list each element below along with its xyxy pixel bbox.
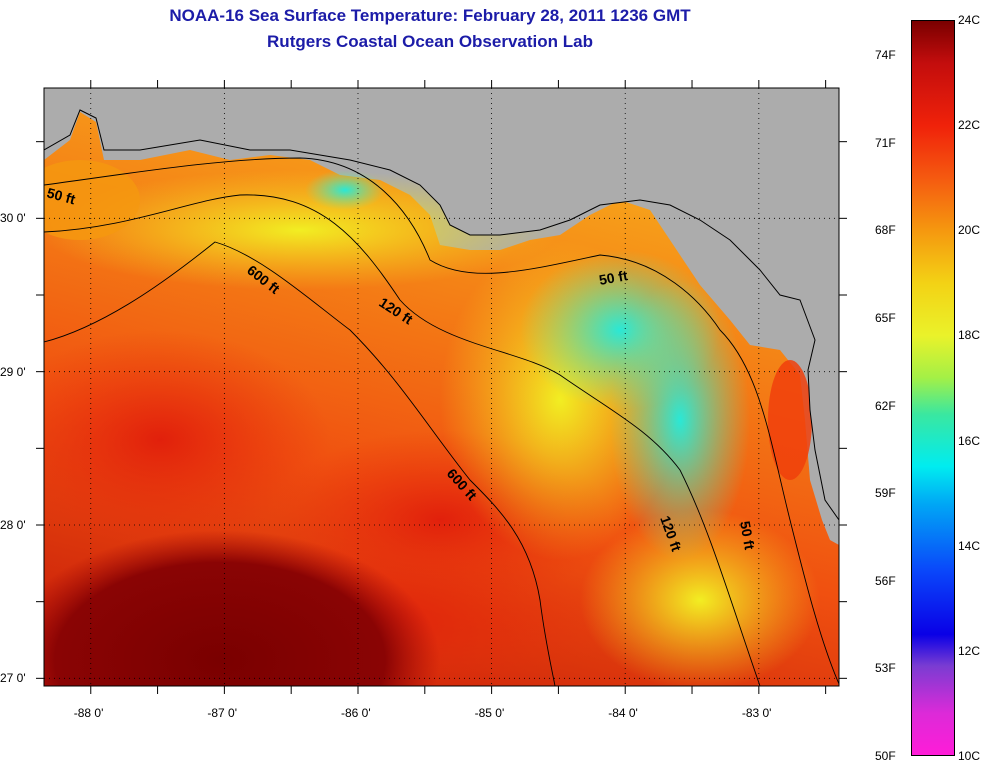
fahrenheit-tick-label: 71F — [875, 135, 896, 150]
contour-50ft — [44, 157, 839, 685]
celsius-tick-label: 12C — [958, 643, 981, 658]
celsius-tick-label: 22C — [958, 118, 981, 133]
red-band-west — [44, 330, 330, 550]
y-tick-label: 28 0' — [0, 518, 26, 532]
celsius-tick-label: 20C — [958, 223, 981, 238]
map-border — [43, 87, 840, 687]
fahrenheit-tick-label: 68F — [875, 223, 896, 238]
y-tick-label: 27 0' — [0, 671, 26, 686]
fahrenheit-tick-label: 59F — [875, 486, 896, 501]
x-tick-label: -84 0' — [608, 706, 638, 720]
contour-label-50ft-mid: 50 ft — [598, 267, 629, 288]
fahrenheit-tick-label: 62F — [875, 398, 896, 413]
celsius-tick-label: 14C — [958, 538, 981, 553]
land-florida — [808, 330, 839, 520]
x-tick-label: -87 0' — [207, 706, 238, 720]
sst-field — [44, 88, 839, 686]
warm-core — [44, 530, 440, 686]
y-tick-label: 29 0' — [0, 364, 26, 379]
contour-label-50ft-east: 50 ft — [737, 520, 758, 551]
celsius-tick-label: 16C — [958, 433, 981, 448]
axis-ticks — [36, 80, 847, 694]
cool-water-north — [305, 170, 385, 210]
fahrenheit-tick-label: 53F — [875, 661, 896, 676]
fahrenheit-tick-label: 50F — [875, 749, 896, 763]
fahrenheit-tick-label: 56F — [875, 573, 896, 588]
yellow-shelf-north — [44, 170, 560, 290]
contour-600ft — [44, 241, 556, 686]
celsius-tick-label: 24C — [958, 13, 981, 27]
chart-subtitle: Rutgers Coastal Ocean Observation Lab — [267, 32, 593, 51]
y-tick-label: 30 0' — [0, 211, 26, 226]
fahrenheit-tick-label: 65F — [875, 310, 896, 325]
x-tick-label: -85 0' — [474, 706, 505, 720]
celsius-tick-label: 18C — [958, 328, 981, 343]
chart-title: NOAA-16 Sea Surface Temperature: Februar… — [169, 6, 691, 25]
contour-120ft — [44, 194, 761, 686]
warm-coastal-strip — [768, 360, 812, 480]
color-scale-bar — [911, 20, 955, 756]
contour-label-50ft-west: 50 ft — [45, 184, 77, 207]
coastline — [44, 109, 839, 521]
x-tick-label: -86 0' — [340, 706, 371, 720]
fahrenheit-tick-label: 74F — [875, 48, 896, 63]
x-tick-label: -83 0' — [741, 706, 772, 720]
warm-patch-nw — [44, 160, 140, 240]
yellow-shelf-south — [580, 510, 820, 686]
celsius-tick-label: 10C — [958, 749, 981, 763]
x-tick-label: -88 0' — [73, 706, 104, 720]
cool-water-coast — [610, 280, 750, 560]
